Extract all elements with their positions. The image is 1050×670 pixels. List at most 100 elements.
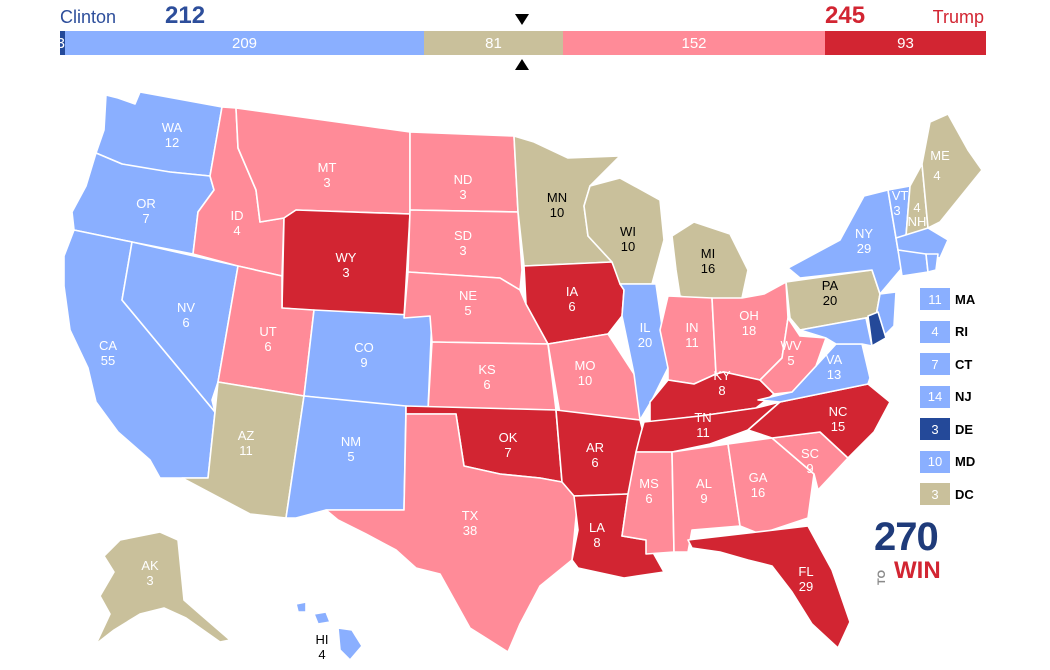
label-WI-votes: 10: [621, 239, 635, 254]
trump-total: 245: [825, 2, 866, 29]
label-TN-abbr: TN: [694, 410, 711, 425]
label-CO-votes: 9: [360, 355, 367, 370]
label-NV-votes: 6: [182, 315, 189, 330]
label-MT-abbr: MT: [318, 160, 337, 175]
state-MI[interactable]: [671, 221, 749, 307]
svg-text:OR7: OR 7: [136, 196, 156, 226]
state-AK[interactable]: [95, 531, 231, 645]
label-MI-votes: 16: [701, 261, 715, 276]
label-SC-abbr: SC: [801, 446, 819, 461]
state-HI-3[interactable]: [337, 627, 363, 661]
label-IA-votes: 6: [568, 299, 575, 314]
label-OH-votes: 18: [742, 323, 756, 338]
label-NE-abbr: NE: [459, 288, 477, 303]
small-state-NJ-votes[interactable]: 14: [920, 385, 950, 408]
tally-lean-d[interactable]: 209: [65, 31, 424, 55]
tally-tossup[interactable]: 81: [424, 31, 563, 55]
svg-text:SC9: SC 9: [801, 446, 819, 476]
tally-safe-r[interactable]: 93: [825, 31, 986, 55]
state-TN[interactable]: [635, 401, 781, 453]
label-SC-votes: 9: [806, 461, 813, 476]
label-LA-votes: 8: [593, 535, 600, 550]
state-RI[interactable]: [925, 253, 939, 273]
svg-text:ID4: ID 4: [231, 208, 244, 238]
svg-text:IA6: IA 6: [566, 284, 579, 314]
tally-lean-r[interactable]: 152: [563, 31, 825, 55]
270towin-logo[interactable]: 270 TO WIN: [874, 515, 954, 585]
label-GA-votes: 16: [751, 485, 765, 500]
small-state-DC-votes[interactable]: 3: [920, 483, 950, 505]
small-state-MD-abbr: MD: [955, 454, 976, 469]
label-VT-abbr: VT: [892, 188, 909, 203]
trump-label: Trump: [932, 7, 984, 27]
svg-text:NE5: NE 5: [459, 288, 477, 318]
state-NM[interactable]: [285, 395, 407, 519]
small-state-DE[interactable]: 3 DE: [920, 418, 975, 440]
label-MS-abbr: MS: [639, 476, 659, 491]
label-IN-abbr: IN: [686, 320, 699, 335]
label-VT-votes: 3: [893, 203, 900, 218]
state-CO[interactable]: [303, 309, 433, 411]
label-HI-abbr: HI: [316, 632, 329, 647]
small-state-RI[interactable]: 4 RI: [920, 320, 975, 343]
small-state-DE-votes[interactable]: 3: [920, 418, 950, 440]
state-FL[interactable]: [687, 525, 851, 649]
svg-text:UT6: UT 6: [259, 324, 276, 354]
state-CT[interactable]: [897, 249, 929, 277]
svg-text:VT3: VT 3: [892, 188, 909, 218]
small-states-list: 11 MA 4 RI 7 CT 14 NJ 3 DE 10 MD 3 DC: [920, 288, 975, 516]
label-PA-votes: 20: [823, 293, 837, 308]
logo-win: WIN: [894, 557, 941, 584]
label-LA-abbr: LA: [589, 520, 605, 535]
label-KY-abbr: KY: [713, 368, 731, 383]
label-MT-votes: 3: [323, 175, 330, 190]
label-CA-votes: 55: [101, 353, 115, 368]
svg-text:4NH: 4 NH: [908, 200, 927, 229]
label-OH-abbr: OH: [739, 308, 759, 323]
state-MA[interactable]: [895, 227, 949, 259]
label-WI-abbr: WI: [620, 224, 636, 239]
label-MN-votes: 10: [550, 205, 564, 220]
svg-text:ME4: ME 4: [930, 148, 950, 183]
label-TX-votes: 38: [463, 523, 477, 538]
small-state-DC-abbr: DC: [955, 486, 974, 502]
state-DE[interactable]: [867, 311, 887, 347]
tally-safe-d[interactable]: 3: [60, 31, 65, 55]
label-AK-abbr: AK: [141, 558, 159, 573]
label-WA-abbr: WA: [162, 120, 183, 135]
label-ME-abbr: ME: [930, 148, 950, 163]
svg-text:WY3: WY 3: [336, 250, 357, 280]
label-ND-votes: 3: [459, 187, 466, 202]
small-state-NJ[interactable]: 14 NJ: [920, 385, 975, 408]
state-HI[interactable]: [295, 601, 307, 613]
state-TX[interactable]: [325, 413, 579, 653]
small-state-CT[interactable]: 7 CT: [920, 353, 975, 375]
label-NM-votes: 5: [347, 449, 354, 464]
state-HI-2[interactable]: [313, 611, 331, 625]
svg-text:MS6: MS 6: [639, 476, 659, 506]
state-MD[interactable]: [799, 317, 873, 347]
state-ME[interactable]: [921, 113, 983, 229]
small-state-DE-abbr: DE: [955, 421, 974, 437]
svg-text:MT3: MT 3: [318, 160, 337, 190]
label-SD-votes: 3: [459, 243, 466, 258]
small-state-CT-votes[interactable]: 7: [920, 353, 950, 375]
small-state-MA-votes[interactable]: 11: [920, 288, 950, 310]
small-state-RI-votes[interactable]: 4: [920, 320, 950, 343]
label-AK-votes: 3: [146, 573, 153, 588]
label-FL-abbr: FL: [798, 564, 813, 579]
small-state-NJ-abbr: NJ: [955, 389, 972, 404]
state-IL[interactable]: [619, 283, 669, 421]
small-state-MD-votes[interactable]: 10: [920, 450, 950, 473]
small-state-DC[interactable]: 3 DC: [920, 483, 975, 505]
small-state-MD[interactable]: 10 MD: [920, 450, 976, 473]
small-state-MA[interactable]: 11 MA: [920, 288, 975, 310]
